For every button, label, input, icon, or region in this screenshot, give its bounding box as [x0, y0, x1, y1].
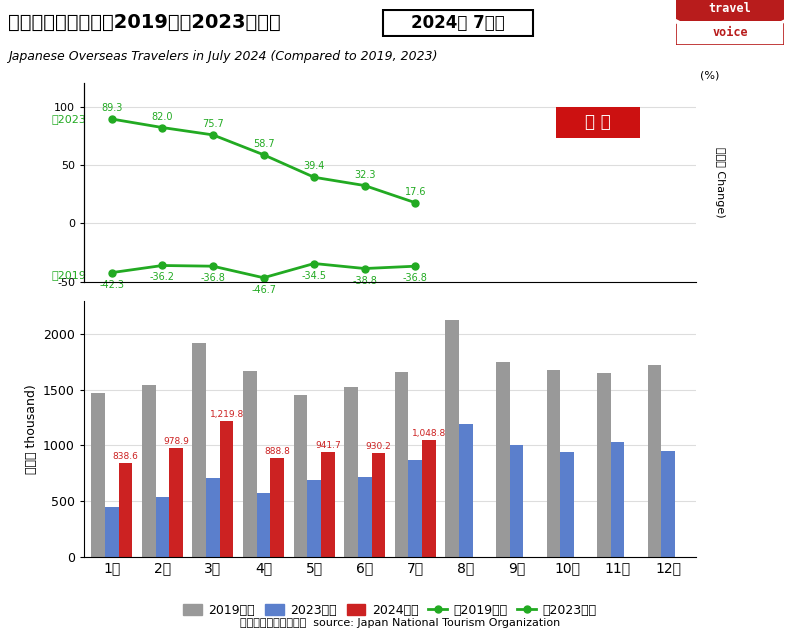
Y-axis label: （千人 thousand): （千人 thousand) — [25, 384, 38, 474]
Bar — [358, 477, 371, 557]
Text: 39.4: 39.4 — [303, 161, 325, 172]
Text: 89.3: 89.3 — [101, 103, 122, 113]
Bar — [344, 387, 358, 557]
Text: 日本人出国者数（対2019年・2023年比）: 日本人出国者数（対2019年・2023年比） — [8, 13, 281, 32]
Text: -36.8: -36.8 — [403, 273, 428, 283]
Bar — [662, 451, 675, 557]
Bar — [142, 385, 155, 557]
Text: -38.8: -38.8 — [352, 276, 377, 285]
Text: -36.2: -36.2 — [150, 273, 175, 282]
Bar — [560, 452, 574, 557]
Bar — [510, 445, 523, 557]
Bar — [395, 372, 409, 557]
Text: 978.9: 978.9 — [163, 437, 189, 446]
Text: 838.6: 838.6 — [113, 452, 138, 461]
Bar — [371, 453, 385, 557]
Bar — [170, 448, 183, 557]
Text: -46.7: -46.7 — [251, 285, 276, 295]
Bar — [459, 424, 473, 557]
Text: -42.3: -42.3 — [99, 280, 124, 290]
FancyBboxPatch shape — [676, 20, 784, 45]
Bar — [321, 452, 334, 557]
Text: voice: voice — [712, 26, 748, 39]
Bar — [257, 493, 270, 557]
Bar — [648, 365, 662, 557]
Bar — [422, 440, 436, 557]
Text: 1,219.8: 1,219.8 — [210, 410, 244, 419]
Text: Japanese Overseas Travelers in July 2024 (Compared to 2019, 2023): Japanese Overseas Travelers in July 2024… — [8, 50, 438, 63]
Bar — [155, 497, 170, 557]
Text: 17.6: 17.6 — [405, 187, 426, 197]
Y-axis label: （伸率 Change): （伸率 Change) — [715, 147, 726, 218]
Text: 出典：日本政府観光局  source: Japan National Tourism Organization: 出典：日本政府観光局 source: Japan National Touris… — [240, 618, 560, 628]
Bar — [446, 320, 459, 557]
Text: 伸 率: 伸 率 — [585, 113, 611, 131]
Text: (%): (%) — [700, 70, 719, 80]
Text: 32.3: 32.3 — [354, 170, 375, 180]
Text: 対2019: 対2019 — [52, 270, 86, 280]
Bar — [294, 396, 307, 557]
Bar — [220, 421, 234, 557]
Text: 1,048.8: 1,048.8 — [412, 429, 446, 438]
FancyBboxPatch shape — [550, 104, 646, 140]
Text: 58.7: 58.7 — [253, 139, 274, 149]
Bar — [597, 373, 610, 557]
Bar — [270, 458, 284, 557]
FancyBboxPatch shape — [383, 10, 533, 36]
Text: 941.7: 941.7 — [315, 441, 341, 450]
Bar — [610, 442, 625, 557]
Text: 82.0: 82.0 — [152, 112, 173, 122]
Bar — [118, 463, 132, 557]
Text: 対2023: 対2023 — [52, 114, 86, 124]
Text: travel: travel — [709, 3, 751, 15]
Bar — [91, 393, 105, 557]
Legend: 2019人数, 2023人数, 2024人数, 対2019伸率, 対2023伸率: 2019人数, 2023人数, 2024人数, 対2019伸率, 対2023伸率 — [178, 599, 602, 622]
Bar — [307, 480, 321, 557]
Text: 2024年 7月期: 2024年 7月期 — [411, 14, 505, 32]
Text: -36.8: -36.8 — [201, 273, 226, 283]
FancyBboxPatch shape — [676, 0, 784, 20]
Text: 930.2: 930.2 — [366, 442, 391, 451]
Bar — [206, 478, 220, 557]
Bar — [409, 460, 422, 557]
Text: 888.8: 888.8 — [264, 447, 290, 456]
Bar — [105, 507, 118, 557]
Bar — [496, 362, 510, 557]
Bar — [546, 370, 560, 557]
Text: 75.7: 75.7 — [202, 119, 224, 129]
Bar — [243, 371, 257, 557]
Bar — [193, 343, 206, 557]
Text: -34.5: -34.5 — [302, 271, 326, 280]
